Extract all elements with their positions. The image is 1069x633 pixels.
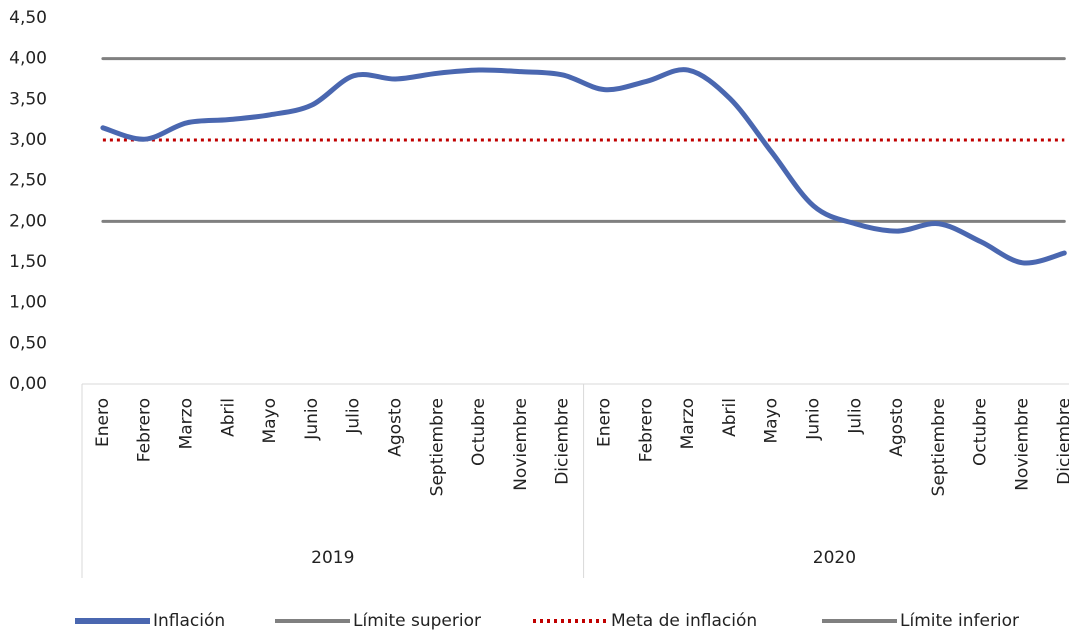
x-tick-label: Octubre	[469, 398, 489, 466]
x-tick-label: Diciembre	[1054, 398, 1069, 485]
y-tick-label: 4,00	[9, 49, 47, 69]
x-tick-label: Agosto	[386, 398, 406, 457]
x-tick-label: Febrero	[135, 398, 155, 462]
x-tick-label: Diciembre	[553, 398, 573, 485]
x-tick-label: Marzo	[177, 398, 197, 449]
x-tick-label: Marzo	[678, 398, 698, 449]
group-label: 2019	[311, 548, 354, 568]
y-tick-label: 0,50	[9, 333, 47, 353]
y-tick-label: 0,00	[9, 374, 47, 394]
group-label: 2020	[813, 548, 856, 568]
x-tick-label: Febrero	[636, 398, 656, 462]
y-tick-label: 1,50	[9, 252, 47, 272]
y-tick-label: 3,50	[9, 89, 47, 109]
y-tick-label: 2,00	[9, 211, 47, 231]
x-tick-label: Abril	[218, 398, 238, 437]
x-tick-label: Noviembre	[1013, 398, 1033, 491]
legend-label: Meta de inflación	[611, 611, 757, 631]
x-tick-label: Mayo	[260, 398, 280, 444]
x-tick-label: Octubre	[971, 398, 991, 466]
legend-label: Inflación	[153, 611, 225, 631]
x-tick-label: Septiembre	[929, 398, 949, 496]
series-line	[100, 67, 1067, 266]
x-tick-label: Junio	[804, 398, 824, 441]
y-tick-label: 1,00	[9, 293, 47, 313]
legend-label: Límite superior	[353, 611, 481, 631]
x-tick-label: Noviembre	[511, 398, 531, 491]
x-tick-label: Agosto	[887, 398, 907, 457]
x-tick-label: Enero	[595, 398, 615, 447]
x-tick-label: Abril	[720, 398, 740, 437]
x-tick-label: Enero	[93, 398, 113, 447]
x-tick-label: Julio	[344, 398, 364, 435]
y-tick-label: 2,50	[9, 171, 47, 191]
x-tick-label: Mayo	[762, 398, 782, 444]
legend-label: Límite inferior	[900, 611, 1019, 631]
y-tick-label: 3,00	[9, 130, 47, 150]
x-tick-label: Junio	[302, 398, 322, 441]
x-tick-label: Julio	[845, 398, 865, 435]
y-tick-label: 4,50	[9, 8, 47, 28]
x-tick-label: Septiembre	[427, 398, 447, 496]
